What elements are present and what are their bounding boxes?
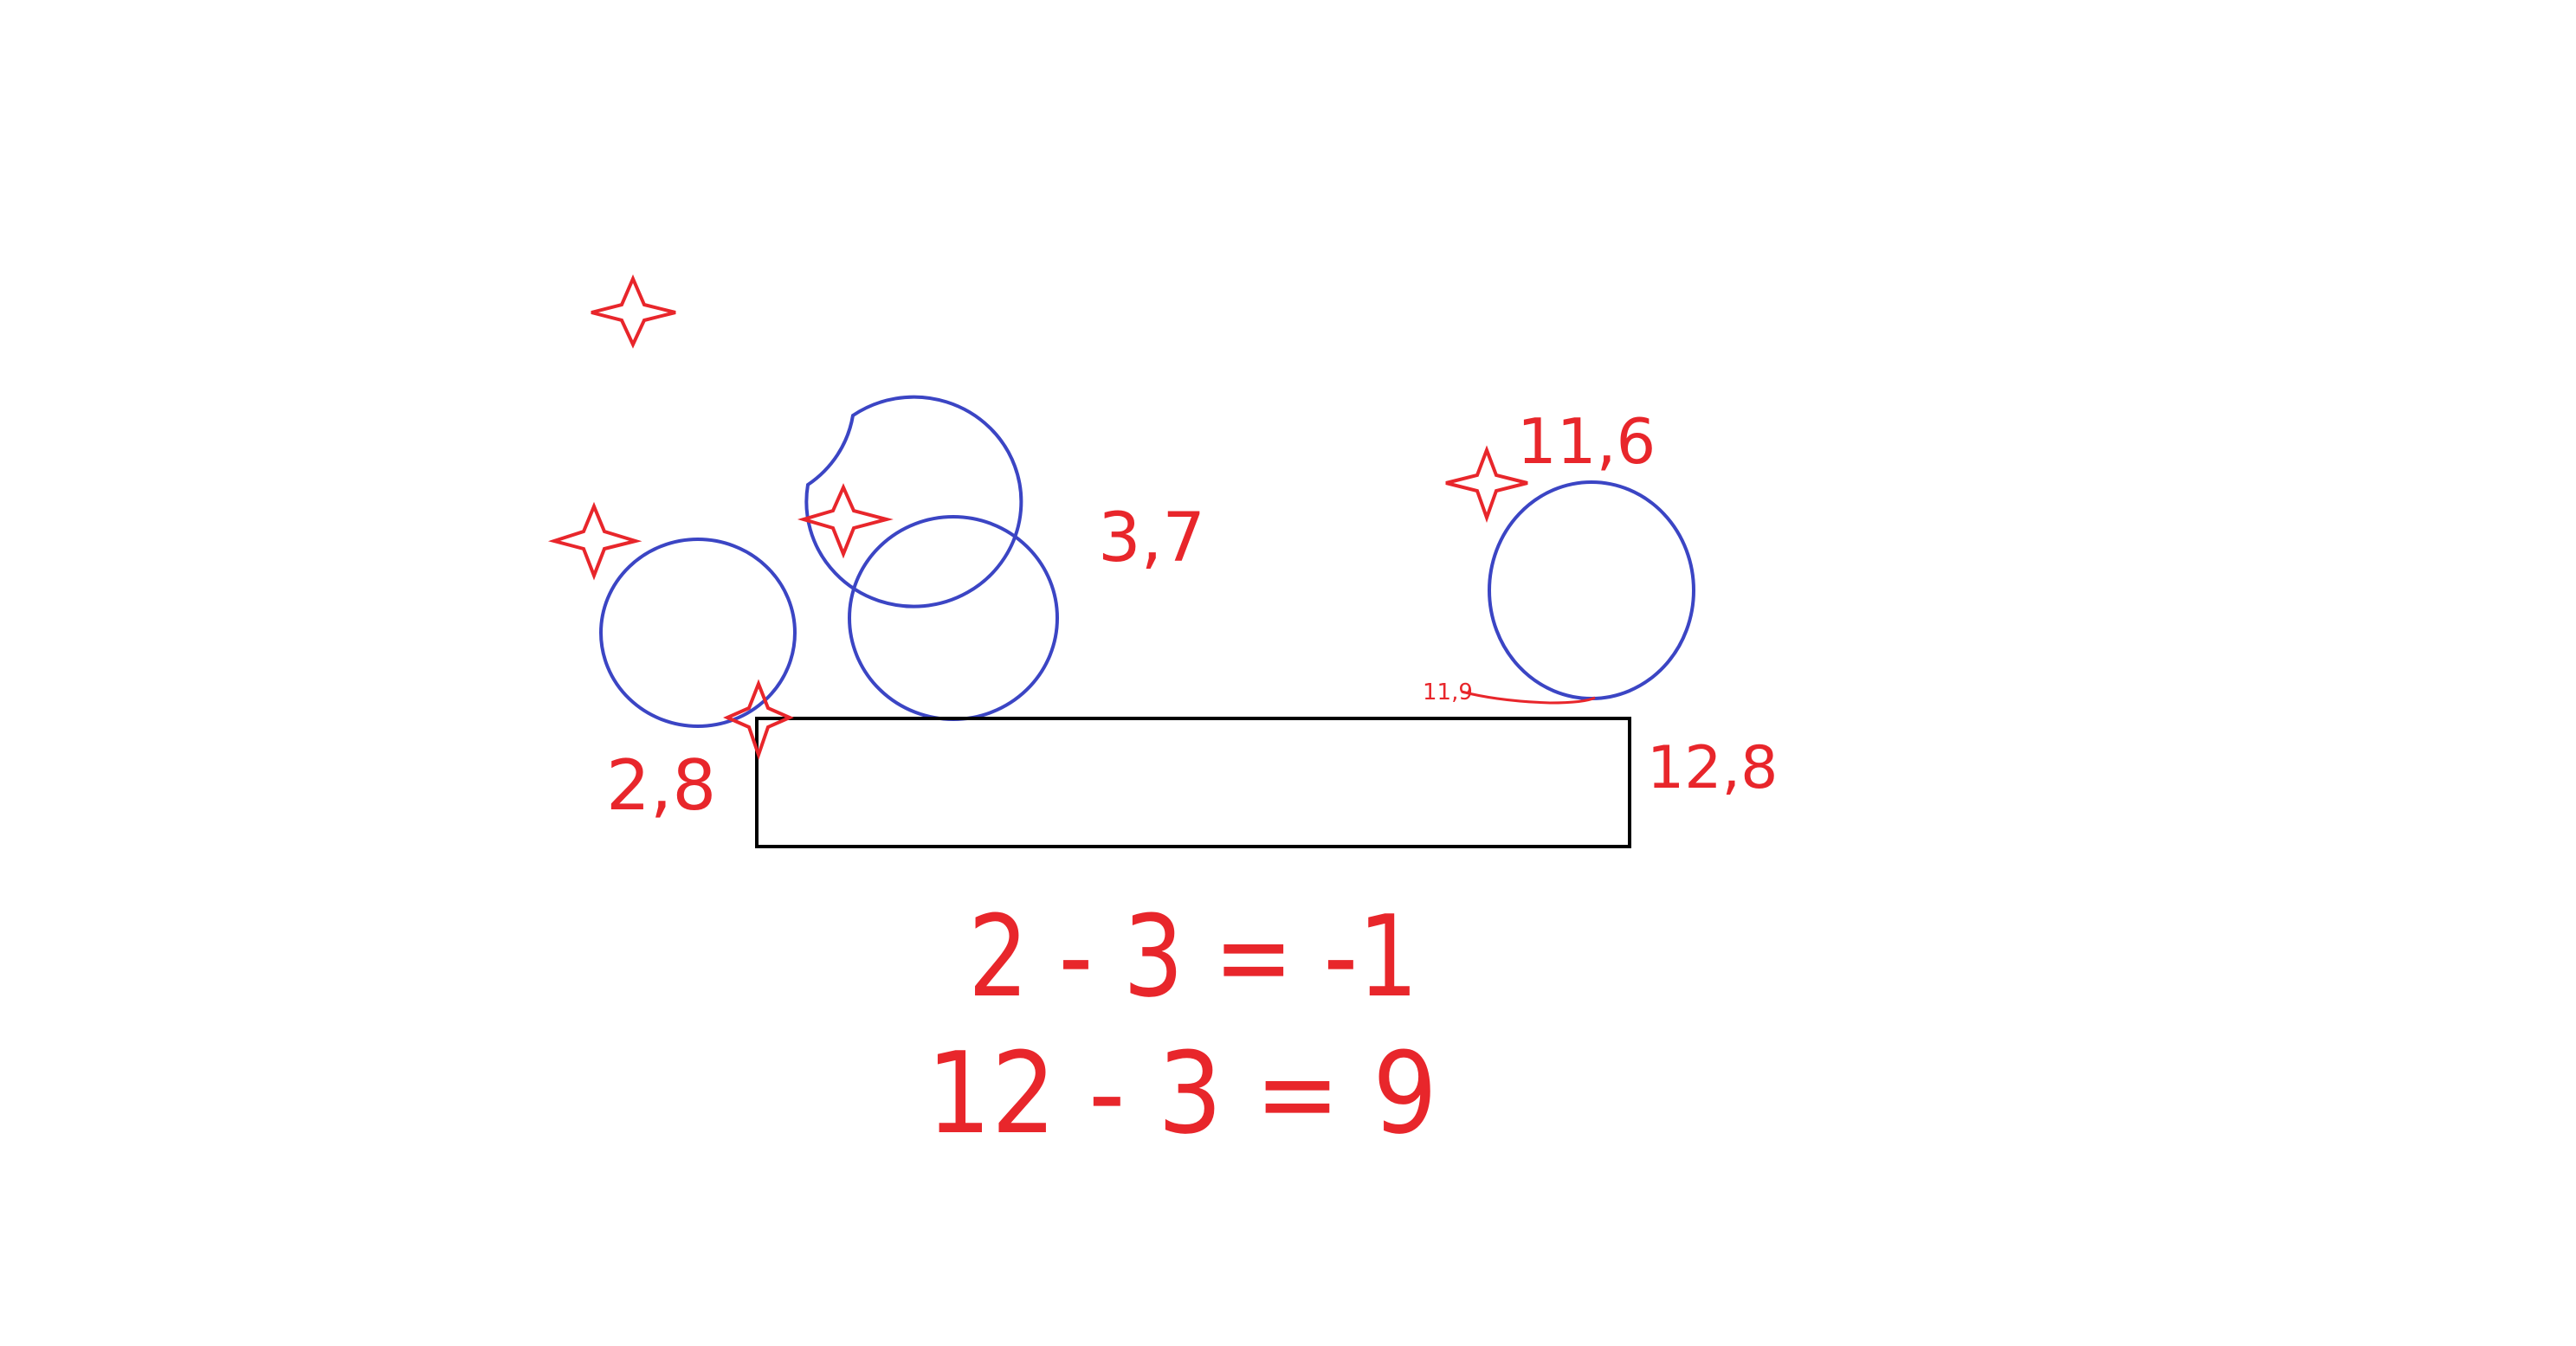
board-rectangle: [755, 717, 1631, 848]
label-bottom-left-circle: 2,8: [606, 745, 716, 826]
label-top-right-circle: 11,6: [1517, 405, 1656, 478]
contact-squiggle: [1461, 690, 1596, 705]
equations: 2 - 3 = -1 12 - 3 = 9: [926, 891, 1437, 1159]
star-markers: [547, 274, 1528, 761]
equation-line-1: 2 - 3 = -1: [968, 891, 1418, 1022]
four-point-star-icon: [591, 274, 676, 349]
circle-middle: [848, 515, 1059, 721]
four-point-star-icon: [797, 483, 894, 559]
circle-top-left: [804, 395, 1023, 609]
circle-bottom-left: [599, 538, 797, 728]
label-small-contact-mark: 11,9: [1423, 679, 1473, 705]
equation-line-2: 12 - 3 = 9: [926, 1027, 1437, 1159]
circles: [599, 395, 1695, 728]
labels: 11,6 3,7 2,8 12,8 11,9: [606, 405, 1778, 826]
circle-right: [1488, 480, 1695, 700]
four-point-star-icon: [1445, 445, 1528, 523]
label-middle-circle: 3,7: [1098, 499, 1205, 577]
four-point-star-icon: [723, 679, 794, 761]
four-point-star-icon: [547, 501, 642, 581]
label-board-right-end: 12,8: [1647, 734, 1778, 802]
